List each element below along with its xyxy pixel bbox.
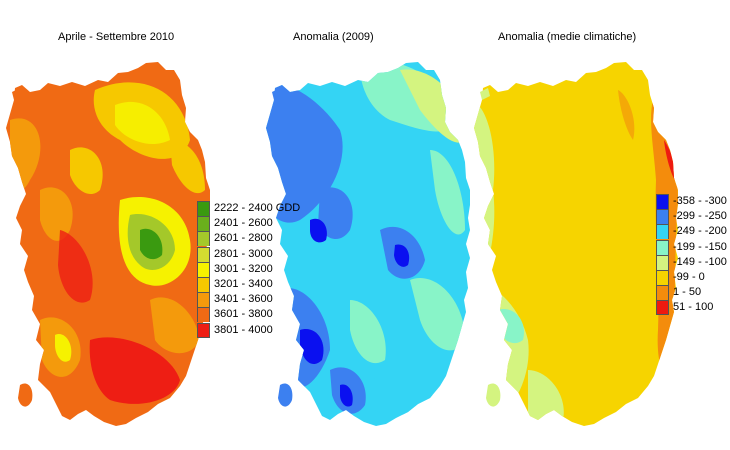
legend-swatch — [197, 307, 210, 323]
legend-entry: 2601 - 2800 — [197, 231, 300, 247]
legend-entry: 2801 - 3000 — [197, 246, 300, 262]
legend-label: -299 - -250 — [673, 210, 727, 223]
legend-label: -149 - -100 — [673, 255, 727, 268]
legend-label: 3201 - 3400 — [214, 278, 273, 291]
map-gdd-2010 — [6, 62, 210, 426]
legend-swatch — [656, 224, 669, 240]
legend-label: 2801 - 3000 — [214, 247, 273, 260]
legend-entry: -249 - -200 — [656, 224, 727, 240]
legend-swatch — [197, 216, 210, 232]
legend-swatch — [197, 246, 210, 262]
legend-entry: 3601 - 3800 — [197, 307, 300, 323]
legend-swatch — [656, 300, 669, 316]
legend-swatch — [197, 231, 210, 247]
legend-entry: -299 - -250 — [656, 209, 727, 225]
legend-gdd-2010: 2222 - 2400 GDD 2401 - 2600 2601 - 2800 280… — [197, 201, 300, 338]
legend-entry: -149 - -100 — [656, 254, 727, 270]
legend-entry: -199 - -150 — [656, 239, 727, 255]
legend-label: -358 - -300 — [673, 195, 727, 208]
legend-swatch — [197, 277, 210, 293]
legend-entry: -99 - 0 — [656, 270, 727, 286]
legend-entry: 1 - 50 — [656, 285, 727, 301]
legend-anomaly-climate: -358 - -300 -299 - -250 -249 - -200 -199 - … — [656, 194, 727, 316]
legend-entry: 51 - 100 — [656, 300, 727, 316]
legend-label: -199 - -150 — [673, 240, 727, 253]
legend-swatch — [197, 292, 210, 308]
map-anomaly-climate — [474, 62, 678, 426]
legend-label: -249 - -200 — [673, 225, 727, 238]
legend-label: 2222 - 2400 GDD — [214, 202, 301, 215]
legend-label: 51 - 100 — [673, 301, 714, 314]
map-title-anomaly-climate: Anomalia (medie climatiche) — [498, 31, 637, 43]
legend-entry: 3001 - 3200 — [197, 261, 300, 277]
legend-swatch — [656, 254, 669, 270]
legend-swatch — [656, 270, 669, 286]
legend-entry: -358 - -300 — [656, 194, 727, 210]
legend-swatch — [656, 239, 669, 255]
legend-entry: 3201 - 3400 — [197, 277, 300, 293]
map-title-gdd-2010: Aprile - Settembre 2010 — [58, 31, 175, 43]
legend-label: 3801 - 4000 — [214, 323, 273, 336]
legend-label: 1 - 50 — [673, 286, 702, 299]
legend-label: 3401 - 3600 — [214, 293, 273, 306]
legend-swatch — [197, 201, 210, 217]
legend-swatch — [656, 194, 669, 210]
legend-entry: 2222 - 2400 GDD — [197, 201, 301, 217]
legend-entry: 3401 - 3600 — [197, 292, 300, 308]
map-anomaly-2009 — [266, 62, 470, 426]
map-title-anomaly-2009: Anomalia (2009) — [293, 31, 374, 43]
legend-swatch — [656, 209, 669, 225]
legend-label: 3601 - 3800 — [214, 308, 273, 321]
legend-entry: 3801 - 4000 — [197, 322, 300, 338]
legend-swatch — [197, 261, 210, 277]
legend-label: -99 - 0 — [673, 271, 705, 284]
legend-label: 2401 - 2600 — [214, 217, 273, 230]
legend-swatch — [197, 322, 210, 338]
legend-label: 2601 - 2800 — [214, 232, 273, 245]
legend-swatch — [656, 285, 669, 301]
legend-entry: 2401 - 2600 — [197, 216, 300, 232]
legend-label: 3001 - 3200 — [214, 262, 273, 275]
